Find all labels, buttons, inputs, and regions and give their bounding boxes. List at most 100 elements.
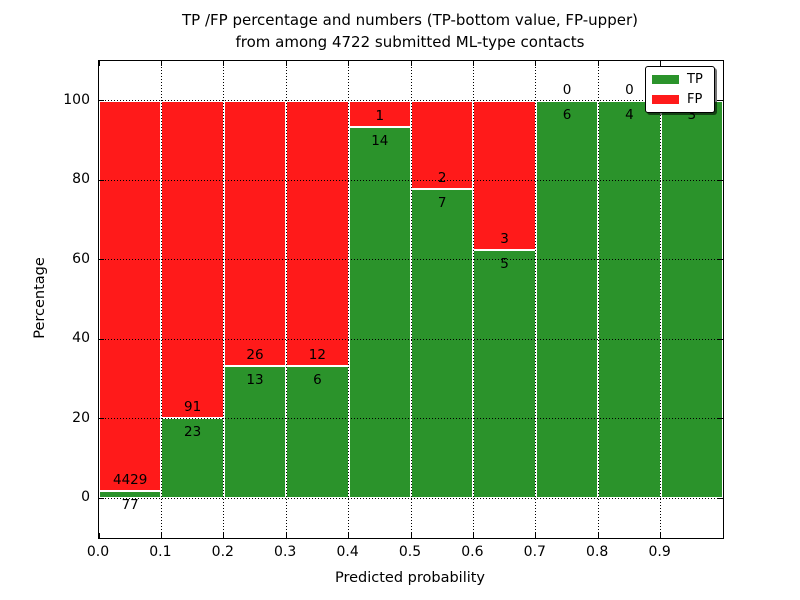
bar-segment-fp (411, 100, 474, 190)
bar-segment-tp (286, 365, 349, 499)
x-tick-mark (410, 533, 412, 538)
plot-area: 442977912326131261142735060403 (98, 60, 724, 539)
bar-count-label-tp: 77 (121, 497, 139, 514)
y-tick-label: 80 (72, 171, 90, 188)
gridline-vertical (535, 61, 537, 538)
bar-count-label-tp: 14 (371, 133, 389, 150)
gridline-vertical (660, 61, 662, 538)
fp-swatch-icon (652, 94, 679, 104)
x-tick-mark-top (597, 61, 599, 66)
bar-count-label-tp: 7 (437, 195, 447, 212)
x-tick-label: 0.7 (523, 544, 546, 560)
x-tick-mark-top (535, 61, 537, 66)
x-tick-label: 0.5 (398, 544, 422, 560)
bar-segment-tp (660, 100, 723, 499)
gridline-vertical (597, 61, 599, 538)
bar-count-label-tp: 4 (625, 106, 634, 123)
bar-count-label-tp: 5 (500, 255, 509, 272)
legend-label-fp: FP (687, 91, 703, 107)
chart-title: TP /FP percentage and numbers (TP-bottom… (98, 9, 722, 53)
bar-count-label-tp: 3 (687, 106, 697, 123)
legend-item-fp: FP (652, 92, 708, 107)
y-tick-mark (99, 259, 104, 261)
legend-item-tp: TP (652, 72, 708, 87)
x-tick-mark (660, 533, 662, 538)
y-tick-mark (99, 179, 104, 181)
x-tick-mark (223, 533, 225, 538)
x-tick-mark-top (98, 61, 100, 66)
tp-swatch-icon (652, 75, 679, 85)
x-tick-label: 0.8 (586, 544, 609, 560)
y-tick-label: 0 (81, 489, 90, 506)
bar-labels-layer: 442977912326131261142735060403 (99, 61, 723, 538)
bar-count-label-fp: 1 (375, 108, 385, 125)
x-tick-mark (98, 533, 100, 538)
bar-count-label-fp: 4429 (113, 472, 148, 489)
y-tick-label: 40 (72, 330, 90, 347)
x-tick-label: 0.1 (149, 544, 172, 560)
y-tick-mark (99, 497, 104, 499)
x-tick-mark-top (223, 61, 225, 66)
x-tick-mark (285, 533, 287, 538)
bar-count-label-fp: 12 (308, 346, 326, 363)
gridline-vertical (160, 61, 162, 538)
chart-title-line1: TP /FP percentage and numbers (TP-bottom… (182, 11, 638, 29)
y-tick-mark (99, 418, 104, 420)
bar-count-label-fp: 2 (437, 170, 447, 187)
x-tick-mark (597, 533, 599, 538)
x-tick-label: 0.4 (336, 544, 359, 560)
y-tick-mark-right (718, 497, 723, 499)
grid-layer (99, 61, 723, 538)
bar-count-label-fp: 26 (246, 346, 264, 363)
bar-segment-fp (99, 100, 162, 492)
bar-segment-fp (286, 100, 349, 366)
bar-count-label-fp: 0 (562, 81, 572, 98)
x-tick-mark (472, 533, 474, 538)
y-tick-mark (99, 338, 104, 340)
y-tick-mark-right (718, 418, 723, 420)
bar-segment-fp (223, 100, 287, 366)
gridline-vertical (410, 61, 412, 538)
legend: TP FP (645, 66, 715, 113)
bar-count-label-tp: 23 (184, 424, 202, 441)
x-tick-mark-top (410, 61, 412, 66)
bar-count-label-tp: 6 (562, 106, 572, 123)
bar-segment-tp (348, 127, 411, 499)
x-tick-label: 0.6 (461, 544, 484, 560)
bar-count-label-fp: 3 (500, 230, 509, 247)
x-tick-label: 0.0 (86, 544, 110, 560)
x-tick-mark-top (660, 61, 662, 66)
gridline-vertical (223, 61, 225, 538)
y-tick-mark-right (718, 338, 723, 340)
bar-segment-tp (161, 418, 224, 499)
y-tick-mark (99, 100, 104, 102)
bars-layer (99, 61, 723, 538)
chart-title-line2: from among 4722 submitted ML-type contac… (235, 33, 585, 51)
bar-count-label-fp: 91 (184, 399, 202, 416)
y-tick-mark-right (718, 179, 723, 181)
bar-count-label-tp: 13 (246, 371, 264, 388)
x-axis-label: Predicted probability (334, 570, 486, 586)
legend-label-tp: TP (687, 72, 703, 88)
x-tick-mark (348, 533, 350, 538)
y-tick-mark-right (718, 100, 723, 102)
bar-segment-fp (473, 100, 536, 250)
x-tick-label: 0.9 (648, 544, 671, 560)
x-tick-label: 0.2 (211, 544, 234, 560)
bar-segment-tp (598, 100, 661, 499)
ticks-layer (98, 61, 723, 538)
gridline-vertical (348, 61, 350, 538)
bar-segment-tp (535, 100, 599, 499)
x-tick-mark (535, 533, 537, 538)
bar-count-label-fp: 0 (625, 81, 634, 98)
y-tick-label: 100 (63, 91, 90, 108)
bar-segment-fp (348, 100, 411, 128)
x-tick-mark-top (472, 61, 474, 66)
y-axis-label: Percentage (32, 257, 48, 339)
bar-count-label-tp: 6 (313, 371, 322, 388)
gridline-vertical (472, 61, 474, 538)
x-tick-label: 0.3 (274, 544, 297, 560)
gridline-vertical (285, 61, 287, 538)
bar-segment-tp (473, 249, 536, 499)
